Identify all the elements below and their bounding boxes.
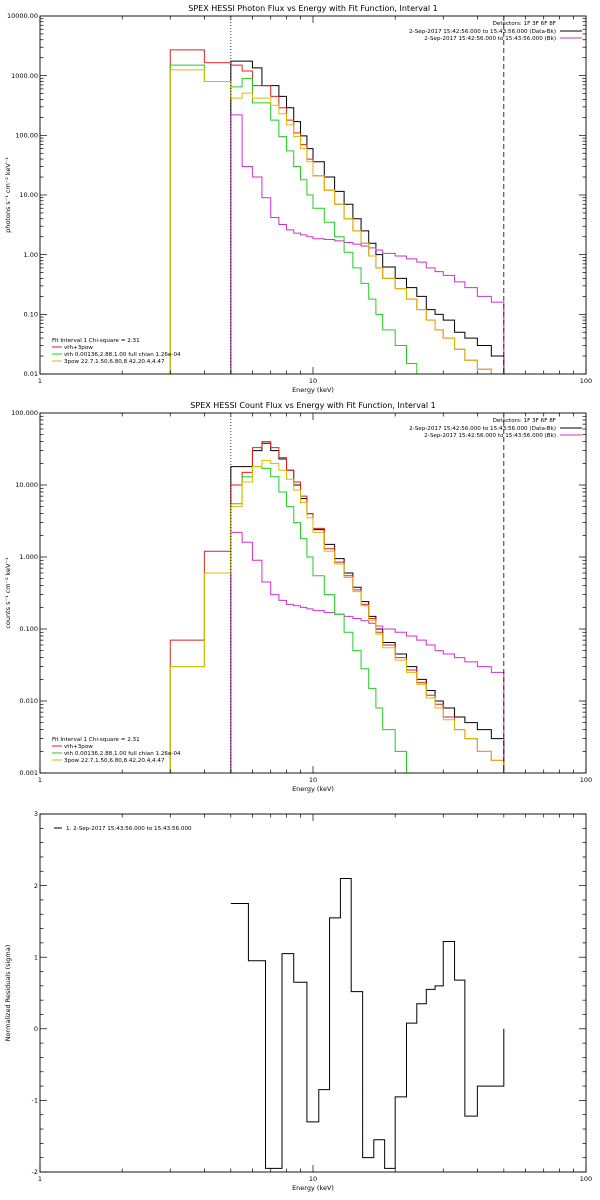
series-group — [169, 49, 518, 374]
y-axis-label: photons s⁻¹ cm⁻² keV⁻¹ — [4, 157, 12, 233]
x-tick-label: 1 — [38, 377, 42, 385]
chart-title: SPEX HESSI Photon Flux vs Energy with Fi… — [188, 4, 438, 13]
y-tick-label: -1 — [32, 1097, 38, 1105]
x-axis-label: Energy (keV) — [292, 386, 334, 394]
x-tick-label: 10 — [309, 1175, 317, 1183]
series-line-bk — [230, 114, 505, 374]
photon-flux-panel: SPEX HESSI Photon Flux vs Energy with Fi… — [4, 4, 592, 394]
y-tick-label: 0.100 — [19, 625, 38, 633]
y-tick-label: 1 — [34, 953, 38, 961]
series-line-data-bk — [230, 60, 505, 374]
y-tick-label: 1.000 — [19, 553, 38, 561]
fit-legend-entry: vth+3pow — [64, 345, 93, 351]
x-axis-label: Energy (keV) — [292, 1184, 334, 1192]
y-tick-label: 0 — [34, 1025, 38, 1033]
y-tick-label: -2 — [32, 1168, 38, 1176]
y-tick-label: 0.010 — [19, 697, 38, 705]
y-tick-label: 3 — [34, 810, 38, 818]
fit-legend-entry: Fit Interval 1 Chi-square = 2.31 — [52, 737, 140, 743]
y-axis-label: Normalized Residuals (sigma) — [4, 945, 12, 1042]
x-axis-label: Energy (keV) — [292, 785, 334, 793]
series-line-bk — [230, 531, 505, 773]
legend-entry: 1. 2-Sep-2017 15:43:56.000 to 15:43:56.0… — [66, 826, 192, 832]
y-tick-label: 0.01 — [24, 370, 38, 378]
y-tick-label: 0.001 — [19, 769, 38, 777]
legend-header: Detectors: 1F 3F 6F 8F — [493, 21, 556, 27]
legend-entry: 2-Sep-2017 15:42:56.000 to 15:43:56.000 … — [424, 36, 556, 42]
x-tick-label: 100 — [580, 776, 592, 784]
chart-title: SPEX HESSI Count Flux vs Energy with Fit… — [190, 401, 435, 410]
plot-frame — [39, 813, 587, 1173]
y-tick-label: 1.00 — [24, 251, 38, 259]
series-line-data-bk — [230, 442, 505, 773]
y-tick-label: 10.000 — [15, 481, 38, 489]
y-tick-label: 10000.00 — [7, 12, 38, 20]
series-line-vth — [169, 466, 417, 773]
y-tick-label: 10.00 — [19, 191, 38, 199]
fit-legend-entry: 3pow 22.7,1.50,6.80,8.42,20.4,4.47 — [64, 758, 165, 764]
fit-legend-entry: 3pow 22.7,1.50,6.80,8.42,20.4,4.47 — [64, 359, 165, 365]
x-tick-label: 1 — [38, 776, 42, 784]
y-tick-label: 1000.00 — [11, 72, 38, 80]
y-tick-label: 100.00 — [15, 132, 38, 140]
x-tick-label: 10 — [309, 776, 317, 784]
y-axis-label: counts s⁻¹ cm⁻² keV⁻¹ — [4, 557, 12, 629]
fit-legend-entry: vth 0.00136,2.88,1.00 full chian 1.26e-0… — [64, 352, 181, 358]
x-tick-label: 100 — [580, 1175, 592, 1183]
y-tick-label: 2 — [34, 882, 38, 890]
series-group — [230, 877, 505, 1169]
count-flux-panel: SPEX HESSI Count Flux vs Energy with Fit… — [4, 401, 592, 793]
series-line-3pow — [169, 69, 504, 374]
fit-legend-entry: vth 0.00136,2.88,1.00 full chian 1.26e-0… — [64, 751, 181, 757]
fit-legend-entry: vth+3pow — [64, 744, 93, 750]
y-tick-label: 0.10 — [24, 311, 38, 319]
x-tick-label: 100 — [580, 377, 592, 385]
series-line-vth — [169, 64, 418, 374]
residuals-panel: 1 10 100 -2 -1 0 1 2 3 Energy (keV) Normalized Res… — [4, 810, 592, 1192]
legend-entry: 2-Sep-2017 15:42:56.000 to 15:43:56.000 … — [409, 29, 556, 35]
fit-legend-entry: Fit Interval 1 Chi-square = 2.31 — [52, 338, 140, 344]
x-tick-label: 10 — [309, 377, 317, 385]
legend-header: Detectors: 1F 3F 6F 8F — [493, 418, 556, 424]
series-line-3pow — [169, 459, 505, 773]
series-line-vth-3pow — [169, 441, 518, 773]
series-group — [169, 441, 518, 773]
legend-entry: 2-Sep-2017 15:42:56.000 to 15:43:56.000 … — [409, 426, 556, 432]
legend-entry: 2-Sep-2017 15:42:56.000 to 15:43:56.000 … — [424, 433, 556, 439]
y-tick-label: 100.000 — [11, 409, 38, 417]
x-tick-label: 1 — [38, 1175, 42, 1183]
series-line-residuals — [230, 877, 505, 1169]
